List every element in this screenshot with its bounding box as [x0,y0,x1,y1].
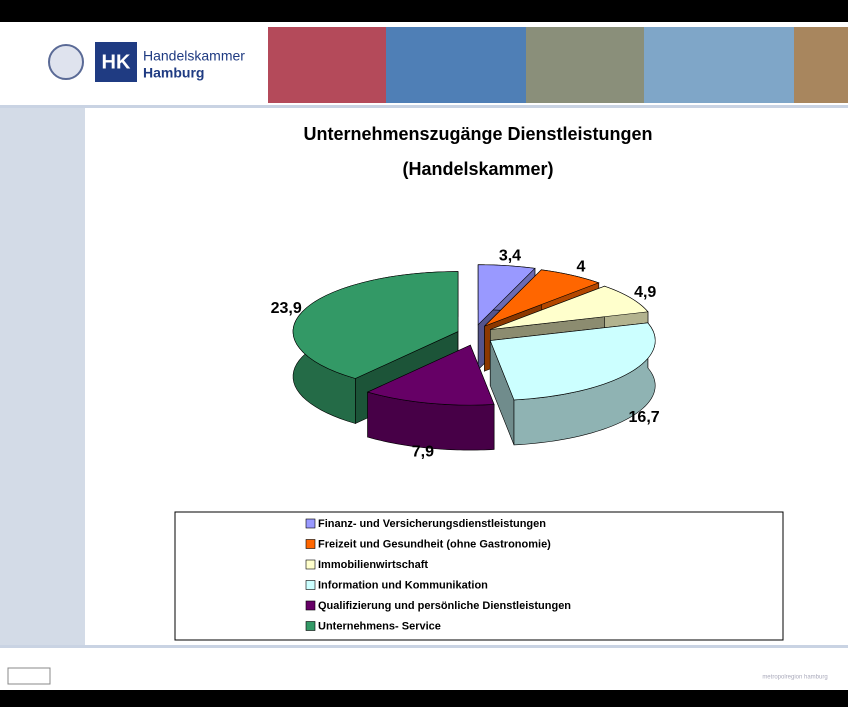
legend-swatch [306,560,315,569]
photo [526,27,644,103]
legend-label: Unternehmens- Service [318,620,441,632]
legend-swatch [306,601,315,610]
value-label: 16,7 [629,409,660,426]
photo [268,27,386,103]
slide-screen: HK Handelskammer Hamburg metropolregion … [0,0,848,707]
logo-line: Hamburg [143,65,204,81]
top-bar [0,0,848,22]
footer-logo: metropolregion hamburg [762,675,827,681]
legend-swatch [306,540,315,549]
divider [0,105,848,108]
logo-line: Handelskammer [143,48,245,64]
legend-label: Freizeit und Gesundheit (ohne Gastronomi… [318,538,551,550]
nav-button[interactable] [8,668,50,684]
value-label: 3,4 [499,247,521,264]
value-label: 4,9 [634,284,656,301]
photo [386,27,526,103]
value-label: 4 [576,258,585,275]
legend-swatch [306,519,315,528]
crest [49,45,83,79]
legend-box [175,512,783,640]
side-stripe [0,108,85,645]
legend-swatch [306,581,315,590]
chart-title: Unternehmenszugänge Dienstleistungen [303,124,652,144]
chart: HK Handelskammer Hamburg metropolregion … [0,0,848,707]
legend-label: Qualifizierung und persönliche Dienstlei… [318,600,571,612]
divider [0,645,848,648]
photo [794,27,848,103]
legend-label: Immobilienwirtschaft [318,559,428,571]
value-label: 7,9 [412,443,434,460]
legend-swatch [306,622,315,631]
chart-subtitle: (Handelskammer) [402,159,553,179]
bottom-bar [0,690,848,707]
value-label: 23,9 [271,300,302,317]
legend-label: Finanz- und Versicherungsdienstleistunge… [318,518,546,530]
legend-label: Information und Kommunikation [318,579,488,591]
photo [644,27,794,103]
logo-abbr: HK [102,51,131,73]
